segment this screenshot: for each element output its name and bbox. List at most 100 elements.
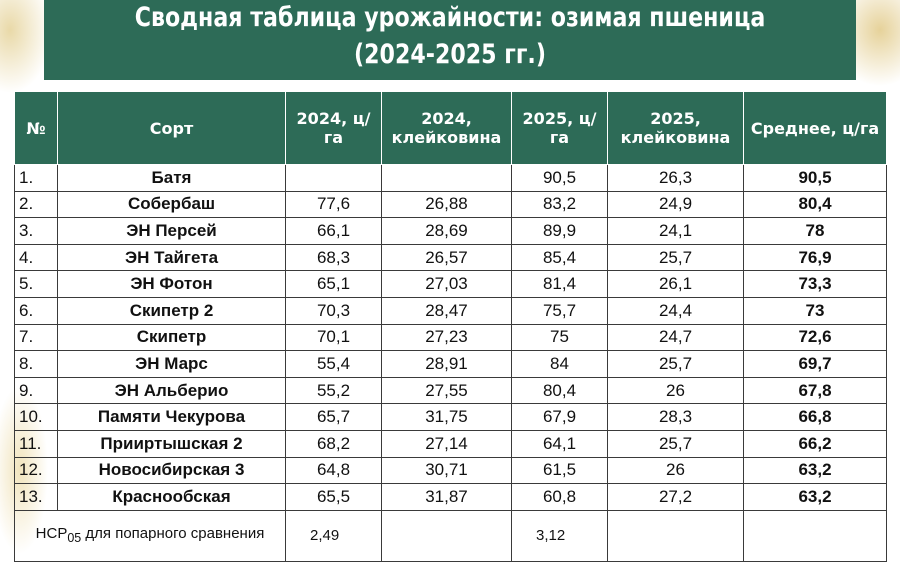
- gluten-2025: 25,7: [607, 350, 744, 378]
- gluten-2024: 28,69: [381, 217, 512, 245]
- average-yield: 76,9: [743, 243, 887, 272]
- gluten-2024: 27,14: [381, 429, 512, 458]
- yield-2025: 83,2: [511, 190, 608, 219]
- gluten-2025: 26,1: [607, 270, 744, 298]
- yield-2024: 65,7: [285, 403, 382, 431]
- row-number: 2.: [14, 190, 58, 219]
- variety-name: Скипетр 2: [57, 296, 286, 325]
- header-gluten-2025: 2025, клейковина: [607, 91, 744, 165]
- yield-summary-table: № Сорт 2024, ц/га 2024, клейковина 2025, …: [14, 91, 887, 562]
- row-number: 4.: [14, 243, 58, 272]
- yield-2024: 68,3: [285, 243, 382, 272]
- yield-2024: 65,1: [285, 270, 382, 298]
- variety-name: ЭН Фотон: [57, 270, 286, 298]
- yield-2024: 65,5: [285, 483, 382, 511]
- gluten-2025: 25,7: [607, 429, 744, 458]
- row-number: 1.: [14, 164, 58, 192]
- average-yield: 90,5: [743, 164, 887, 192]
- yield-2025: 60,8: [511, 483, 608, 511]
- header-gluten-2024-year: 2024,: [421, 109, 472, 128]
- yield-2025: 85,4: [511, 243, 608, 272]
- average-yield: 78: [743, 217, 887, 245]
- gluten-2025: 28,3: [607, 403, 744, 431]
- variety-name: Памяти Чекурова: [57, 403, 286, 431]
- yield-2025: 61,5: [511, 456, 608, 485]
- ncp-value-2025: 3,12: [511, 509, 608, 562]
- variety-name: Батя: [57, 164, 286, 192]
- ncp-label-prefix: НСР: [35, 524, 68, 542]
- page-title: Сводная таблица урожайности: озимая пшен…: [134, 2, 766, 33]
- variety-name: Скипетр: [57, 323, 286, 352]
- header-number: №: [14, 91, 58, 165]
- yield-2024: 70,3: [285, 296, 382, 325]
- gluten-2024: 31,75: [381, 403, 512, 431]
- gluten-2024: 26,57: [381, 243, 512, 272]
- yield-2024: [285, 164, 382, 192]
- average-yield: 72,6: [743, 323, 887, 352]
- average-yield: 63,2: [743, 483, 887, 511]
- title-banner: Сводная таблица урожайности: озимая пшен…: [44, 0, 856, 80]
- table-row: 11. Прииртышская 2 68,2 27,14 64,1 25,7 66,2: [14, 429, 887, 458]
- row-number: 10.: [14, 403, 58, 431]
- table-row: 5. ЭН Фотон 65,1 27,03 81,4 26,1 73,3: [14, 270, 887, 298]
- row-number: 9.: [14, 376, 58, 405]
- ncp-label-subscript: 05: [67, 530, 82, 545]
- header-gluten-2024-label: клейковина: [391, 128, 502, 147]
- yield-2025: 81,4: [511, 270, 608, 298]
- table-row: 13. Краснообская 65,5 31,87 60,8 27,2 63,2: [14, 483, 887, 511]
- variety-name: ЭН Тайгета: [57, 243, 286, 272]
- table-row: 12. Новосибирская 3 64,8 30,71 61,5 26 63,2: [14, 456, 887, 485]
- yield-2024: 77,6: [285, 190, 382, 219]
- gluten-2024: 28,91: [381, 350, 512, 378]
- yield-2025: 84: [511, 350, 608, 378]
- variety-name: ЭН Марс: [57, 350, 286, 378]
- row-number: 11.: [14, 429, 58, 458]
- yield-2025: 80,4: [511, 376, 608, 405]
- yield-2025: 64,1: [511, 429, 608, 458]
- ncp-empty-cell: [381, 509, 512, 562]
- yield-2024: 55,4: [285, 350, 382, 378]
- gluten-2024: [381, 164, 512, 192]
- ncp-empty-cell: [607, 509, 744, 562]
- header-gluten-2025-year: 2025,: [650, 109, 701, 128]
- table-row: 6. Скипетр 2 70,3 28,47 75,7 24,4 73: [14, 296, 887, 325]
- row-number: 12.: [14, 456, 58, 485]
- gluten-2024: 30,71: [381, 456, 512, 485]
- variety-name: Новосибирская 3: [57, 456, 286, 485]
- table-row: 10. Памяти Чекурова 65,7 31,75 67,9 28,3 66,8: [14, 403, 887, 431]
- variety-name: Краснообская: [57, 483, 286, 511]
- yield-2024: 64,8: [285, 456, 382, 485]
- yield-2025: 67,9: [511, 403, 608, 431]
- average-yield: 67,8: [743, 376, 887, 405]
- table-row: 1. Батя 90,5 26,3 90,5: [14, 164, 887, 192]
- gluten-2025: 26: [607, 376, 744, 405]
- gluten-2024: 27,23: [381, 323, 512, 352]
- table-row: 7. Скипетр 70,1 27,23 75 24,7 72,6: [14, 323, 887, 352]
- yield-2025: 75: [511, 323, 608, 352]
- row-number: 7.: [14, 323, 58, 352]
- yield-2024: 55,2: [285, 376, 382, 405]
- variety-name: Собербаш: [57, 190, 286, 219]
- yield-2024: 68,2: [285, 429, 382, 458]
- row-number: 13.: [14, 483, 58, 511]
- gluten-2025: 24,9: [607, 190, 744, 219]
- ncp-value-2024: 2,49: [285, 509, 382, 562]
- ncp-row: НСР05 для попарного сравнения 2,49 3,12: [14, 509, 887, 562]
- row-number: 5.: [14, 270, 58, 298]
- gluten-2025: 24,7: [607, 323, 744, 352]
- header-yield-2024: 2024, ц/га: [285, 91, 382, 165]
- gluten-2024: 31,87: [381, 483, 512, 511]
- gluten-2025: 26,3: [607, 164, 744, 192]
- row-number: 3.: [14, 217, 58, 245]
- header-gluten-2025-label: клейковина: [620, 128, 731, 147]
- average-yield: 80,4: [743, 190, 887, 219]
- header-gluten-2024: 2024, клейковина: [381, 91, 512, 165]
- header-yield-2025: 2025, ц/га: [511, 91, 608, 165]
- ncp-label: НСР05 для попарного сравнения: [14, 509, 286, 562]
- gluten-2025: 25,7: [607, 243, 744, 272]
- variety-name: Прииртышская 2: [57, 429, 286, 458]
- header-variety: Сорт: [57, 91, 286, 165]
- table-row: 2. Собербаш 77,6 26,88 83,2 24,9 80,4: [14, 190, 887, 219]
- table-row: 4. ЭН Тайгета 68,3 26,57 85,4 25,7 76,9: [14, 243, 887, 272]
- yield-2024: 70,1: [285, 323, 382, 352]
